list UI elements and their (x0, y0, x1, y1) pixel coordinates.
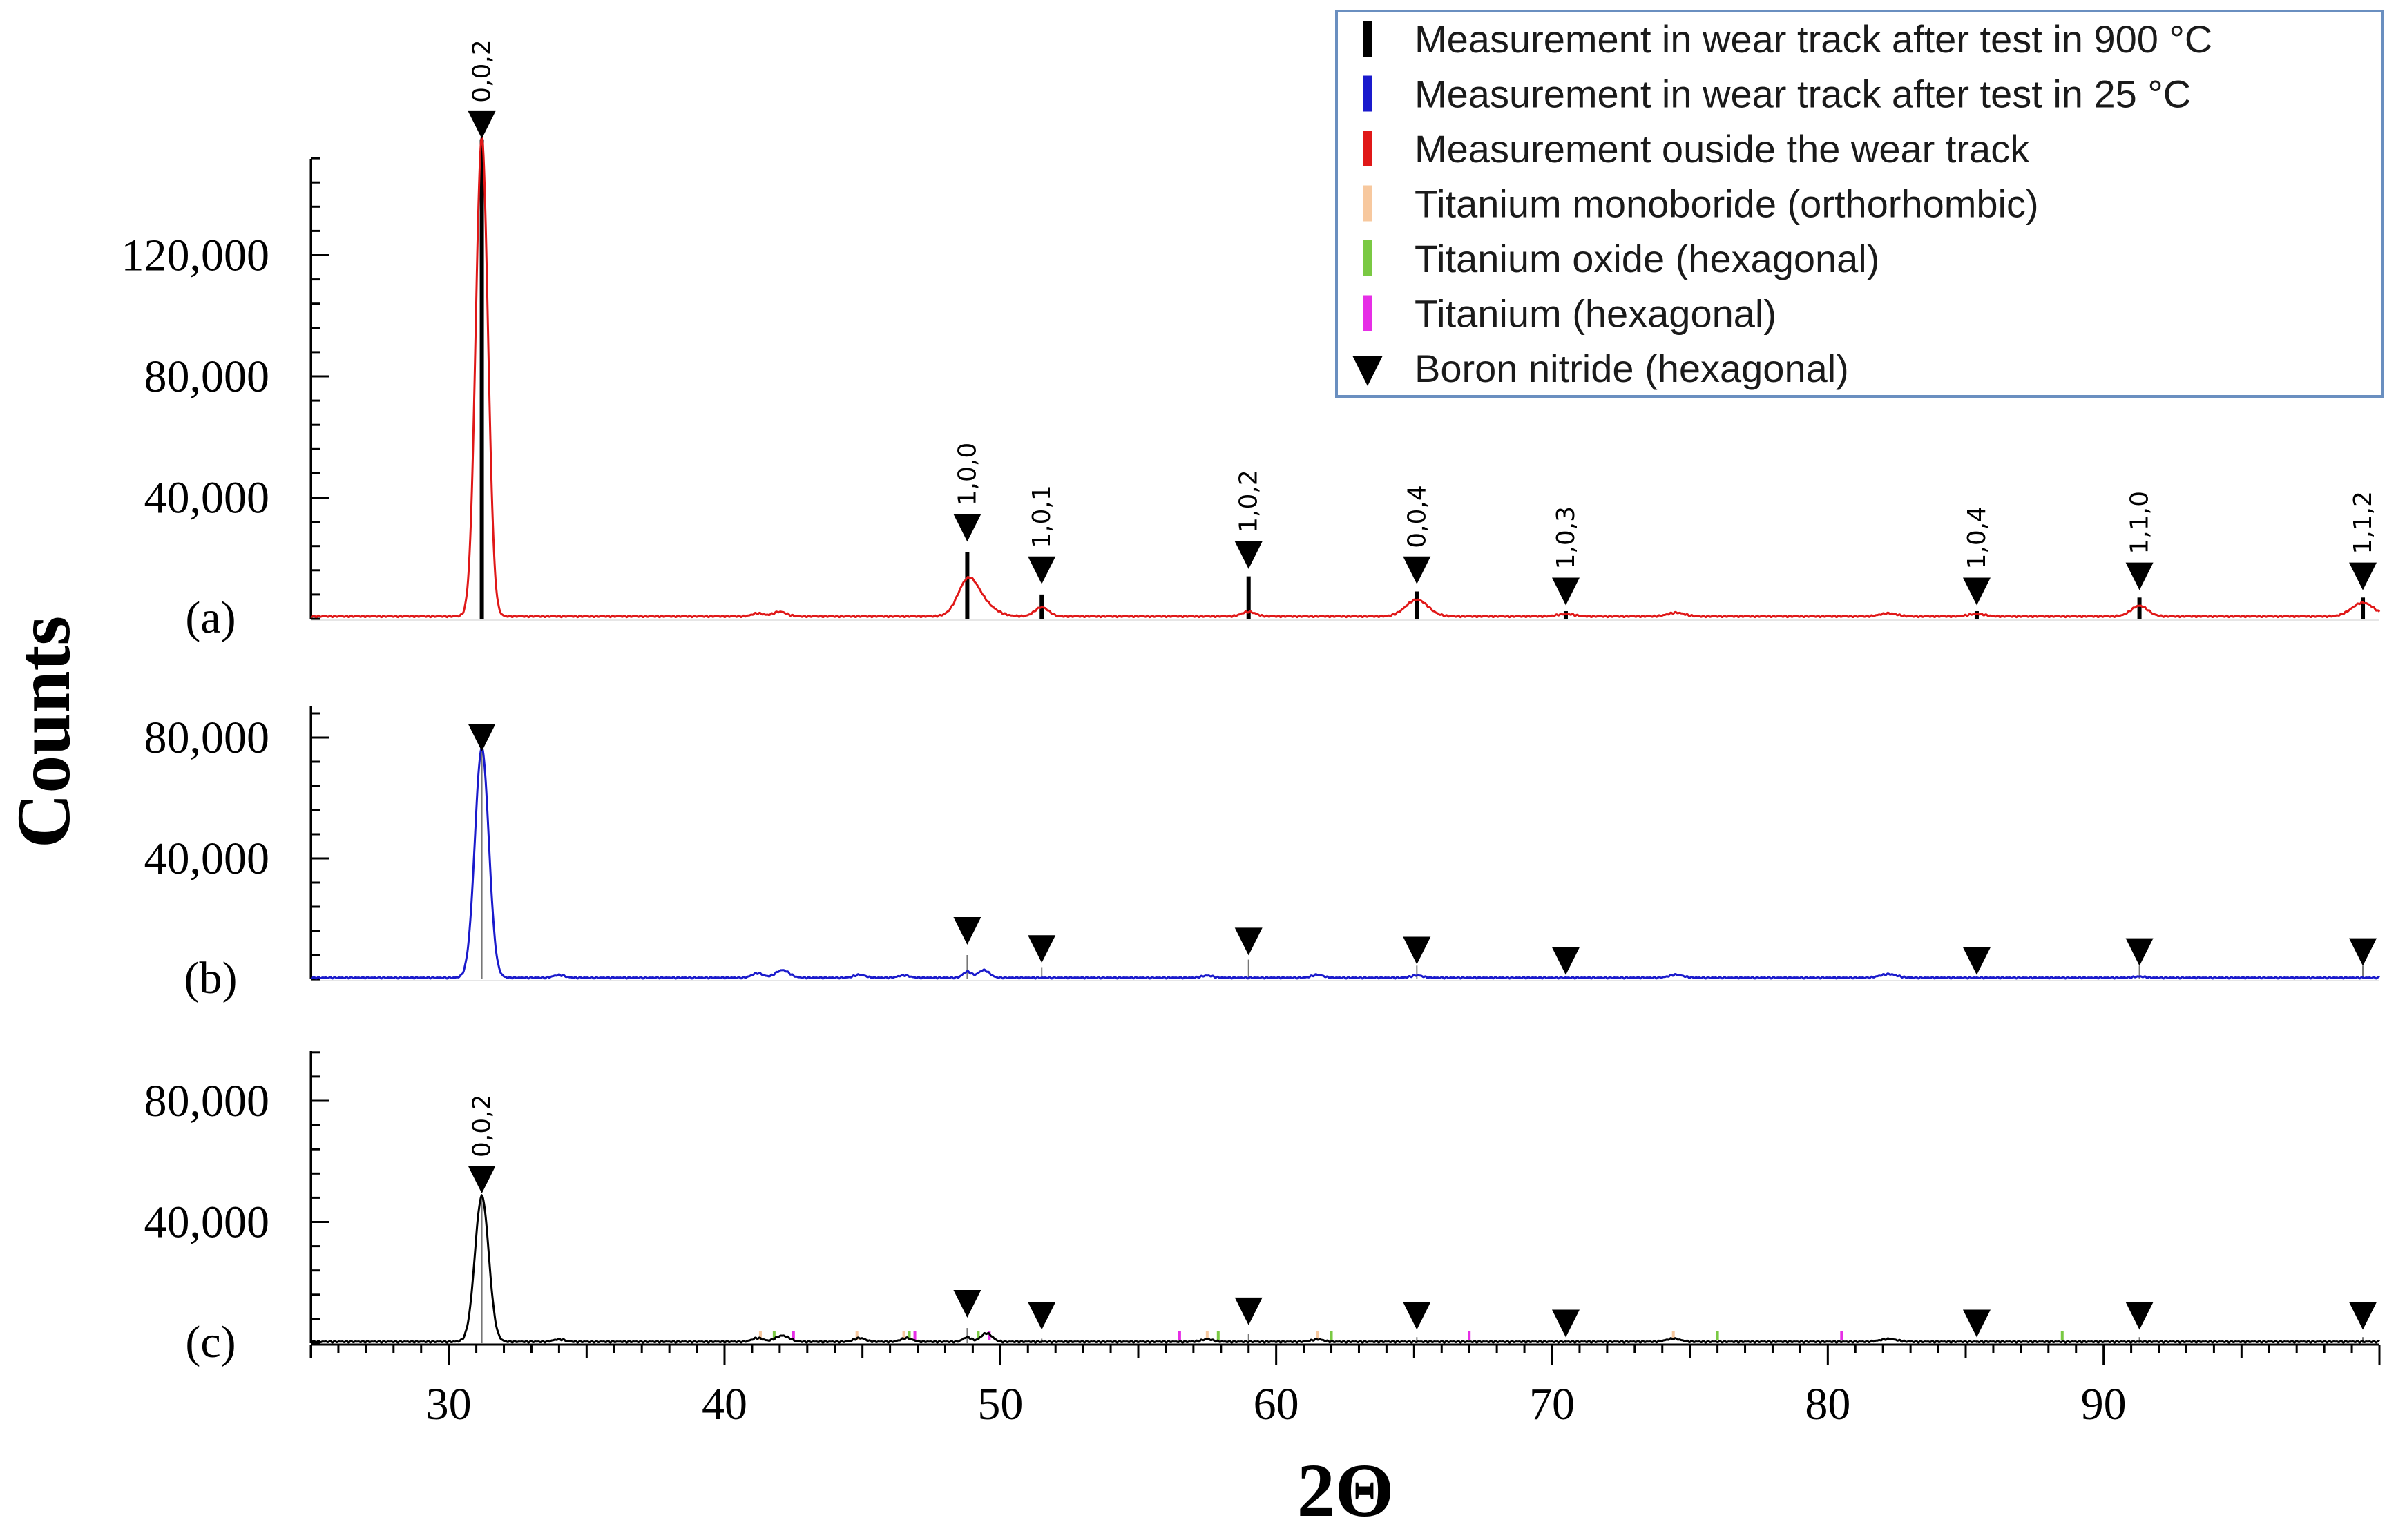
series-line-b (310, 745, 2380, 980)
legend-marker (1363, 21, 1372, 57)
legend-marker (1363, 131, 1372, 166)
legend-label: Measurement in wear track after test in … (1415, 73, 2191, 116)
bn-marker (1962, 577, 1991, 606)
y-tick-label: 80,000 (144, 1076, 270, 1126)
y-tick-label: 120,000 (122, 231, 270, 281)
legend-label: Measurement ouside the wear track (1415, 127, 2030, 171)
y-tick-label: 40,000 (144, 473, 270, 523)
hkl-label: 1,0,0 (953, 443, 981, 506)
panel-label-a: (a) (185, 593, 236, 643)
bn-marker (2125, 938, 2154, 966)
bn-marker (953, 1289, 981, 1318)
y-axis-title: Counts (1, 616, 86, 848)
legend-marker (1363, 75, 1372, 112)
x-tick-label: 90 (2081, 1379, 2127, 1430)
panel-c: 40,000 80,000 (c) 0,0,2 (144, 1051, 2380, 1367)
x-tick-label: 80 (1805, 1379, 1850, 1430)
series-line-a (310, 133, 2381, 619)
panel-label-b: (b) (184, 953, 238, 1003)
bn-marker (953, 917, 981, 945)
bn-marker (2125, 1302, 2154, 1330)
bn-marker (1403, 556, 1431, 584)
bn-marker (2349, 1302, 2377, 1330)
hkl-label: 0,0,2 (468, 1094, 497, 1157)
legend-label: Titanium oxide (hexagonal) (1415, 237, 1879, 280)
x-axis-title: 2Θ (1297, 1448, 1395, 1532)
legend-box (1335, 10, 2384, 398)
hkl-label: 0,0,4 (1403, 485, 1431, 548)
bn-marker (2125, 562, 2154, 590)
panel-a: 40,000 80,000 120,000 (a) 0,0,2 1,0,0 1,0,1 1,0… (122, 39, 2381, 643)
bn-marker (1551, 577, 1580, 606)
x-tick-label: 30 (426, 1379, 472, 1430)
bn-marker (1234, 927, 1263, 956)
series-line-c (310, 1193, 2380, 1344)
legend-marker (1363, 295, 1372, 331)
x-tick-label: 50 (977, 1379, 1023, 1430)
x-tick-label: 60 (1254, 1379, 1299, 1430)
hkl-label: 1,0,1 (1028, 485, 1056, 548)
hkl-label: 1,0,4 (1963, 506, 1991, 570)
bn-marker (468, 724, 496, 751)
y-tick-label: 80,000 (144, 713, 270, 763)
bn-marker (2349, 562, 2377, 590)
bn-marker (1234, 541, 1263, 569)
legend-label: Measurement in wear track after test in … (1415, 17, 2212, 61)
bn-marker (1403, 1302, 1431, 1330)
bn-marker (1234, 1297, 1263, 1325)
bn-marker (1028, 556, 1056, 584)
y-tick-label: 40,000 (144, 1197, 270, 1248)
bn-marker (1551, 1309, 1580, 1338)
legend-marker (1363, 240, 1372, 276)
y-tick-label: 80,000 (144, 352, 270, 402)
bn-marker (1028, 935, 1056, 963)
bn-marker (953, 514, 981, 542)
bn-marker (1962, 947, 1991, 975)
legend-marker (1363, 185, 1372, 222)
bn-marker (2349, 938, 2377, 966)
legend-marker (1352, 356, 1383, 386)
hkl-label: 1,1,2 (2349, 491, 2377, 555)
panel-label-c: (c) (185, 1317, 236, 1367)
bn-marker (1551, 947, 1580, 975)
legend-label: Titanium (hexagonal) (1415, 292, 1776, 336)
hkl-label: 0,0,2 (468, 39, 497, 103)
hkl-label: 1,1,0 (2126, 491, 2154, 555)
legend-label: Boron nitride (hexagonal) (1415, 347, 1849, 390)
legend-label: Titanium monoboride (orthorhombic) (1415, 182, 2039, 226)
legend: Measurement in wear track after test in … (1335, 10, 2384, 398)
panel-b: 40,000 80,000 (b) (144, 706, 2380, 1003)
bn-marker (468, 1166, 496, 1194)
bn-marker (1403, 936, 1431, 965)
hkl-label: 1,0,3 (1552, 506, 1580, 570)
bn-marker (1962, 1309, 1991, 1338)
x-tick-label: 70 (1529, 1379, 1575, 1430)
bn-marker (1028, 1302, 1056, 1330)
y-tick-label: 40,000 (144, 834, 270, 884)
hkl-label: 1,0,2 (1235, 470, 1263, 533)
bn-marker (468, 110, 496, 139)
x-axis: 30 40 50 60 70 80 90 (309, 1345, 2381, 1430)
x-tick-label: 40 (702, 1379, 747, 1430)
